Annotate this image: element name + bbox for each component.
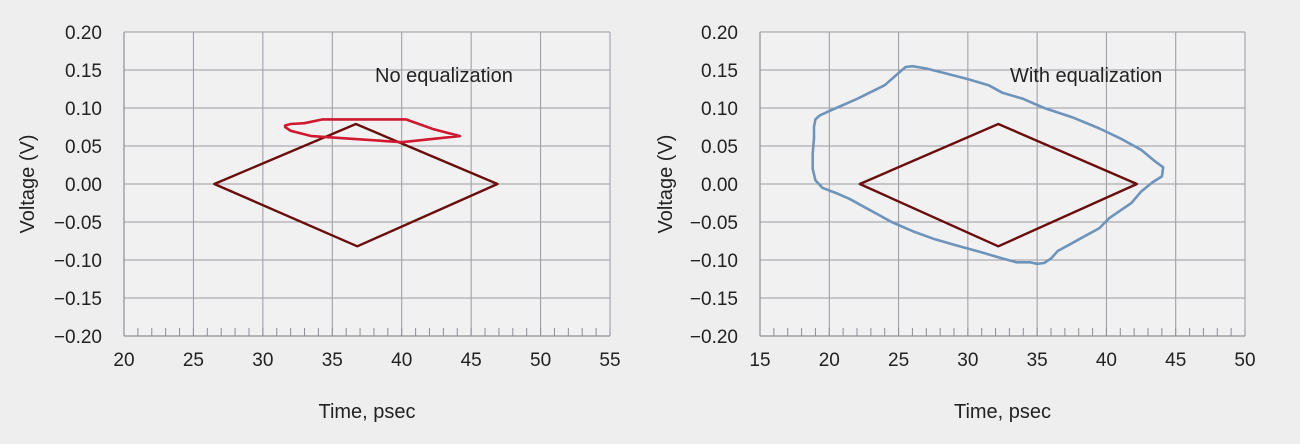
y-tick-label: 0.00: [65, 175, 102, 196]
y-tick-label: 0.10: [65, 99, 102, 120]
x-axis-title: Time, psec: [954, 401, 1051, 423]
x-tick-label: 30: [252, 350, 273, 371]
y-axis-title: Voltage (V): [655, 135, 677, 234]
x-tick-label: 45: [1165, 350, 1186, 371]
x-tick-label: 55: [599, 350, 620, 371]
y-tick-label: −0.15: [690, 289, 738, 310]
x-tick-label: 30: [957, 350, 978, 371]
chart-annotation: With equalization: [1010, 65, 1162, 87]
y-tick-label: 0.05: [701, 137, 738, 158]
x-tick-label: 25: [183, 350, 204, 371]
x-tick-label: 35: [322, 350, 343, 371]
x-tick-label: 40: [1096, 350, 1117, 371]
y-tick-label: 0.05: [65, 137, 102, 158]
y-tick-label: −0.10: [54, 251, 102, 272]
y-tick-label: 0.10: [701, 99, 738, 120]
x-tick-label: 45: [461, 350, 482, 371]
y-tick-label: 0.15: [65, 61, 102, 82]
y-axis-title: Voltage (V): [17, 135, 39, 234]
chart-no-equalization: 20 25 30 35 40 45 50 55 0.20 0.15 0.10 0.05 0.00 −0.0…: [17, 23, 621, 423]
y-tick-label: −0.05: [690, 213, 738, 234]
x-tick-label: 20: [113, 350, 134, 371]
y-tick-label: 0.00: [701, 175, 738, 196]
x-tick-label: 15: [749, 350, 770, 371]
eye-mask-series: [858, 122, 1139, 248]
y-tick-label: −0.20: [54, 327, 102, 348]
x-tick-label: 25: [888, 350, 909, 371]
y-tick-label: −0.15: [54, 289, 102, 310]
x-axis-title: Time, psec: [318, 401, 415, 423]
eye-contour-series: [283, 118, 462, 144]
x-tick-label: 50: [1234, 350, 1255, 371]
y-tick-label: −0.05: [54, 213, 102, 234]
x-tick-label: 20: [819, 350, 840, 371]
y-tick-label: 0.15: [701, 61, 738, 82]
y-tick-label: −0.20: [690, 327, 738, 348]
x-tick-label: 35: [1027, 350, 1048, 371]
y-tick-label: 0.20: [65, 23, 102, 44]
y-tick-label: −0.10: [690, 251, 738, 272]
eye-contour-series: [811, 64, 1165, 266]
y-tick-label: 0.20: [701, 23, 738, 44]
x-tick-label: 50: [530, 350, 551, 371]
chart-with-equalization: 15 20 25 30 35 40 45 50 0.20 0.15 0.10 0.05 0.00 −0.0…: [655, 23, 1256, 423]
eye-mask-series: [213, 122, 499, 248]
chart-annotation: No equalization: [375, 65, 513, 87]
x-tick-label: 40: [391, 350, 412, 371]
